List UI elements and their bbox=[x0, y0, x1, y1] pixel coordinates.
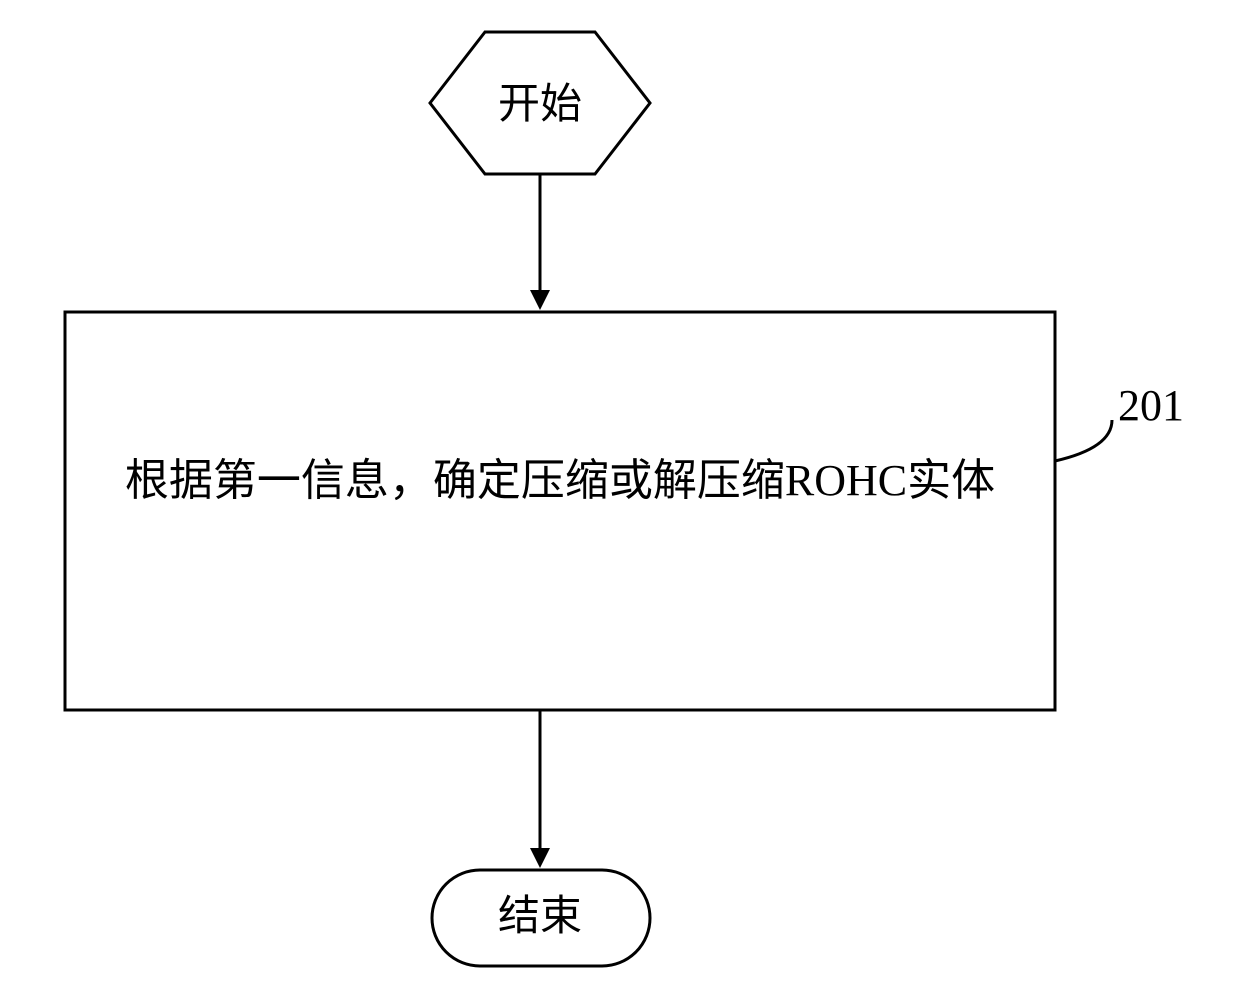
flowchart-canvas: { "flowchart": { "type": "flowchart", "b… bbox=[0, 0, 1240, 1004]
start-label: 开始 bbox=[440, 80, 640, 130]
annotation-201: 201 bbox=[1118, 380, 1184, 431]
annotation-connector-201 bbox=[1055, 420, 1112, 461]
process-label: 根据第一信息，确定压缩或解压缩ROHC实体 bbox=[95, 440, 1025, 521]
end-label: 结束 bbox=[440, 892, 640, 942]
